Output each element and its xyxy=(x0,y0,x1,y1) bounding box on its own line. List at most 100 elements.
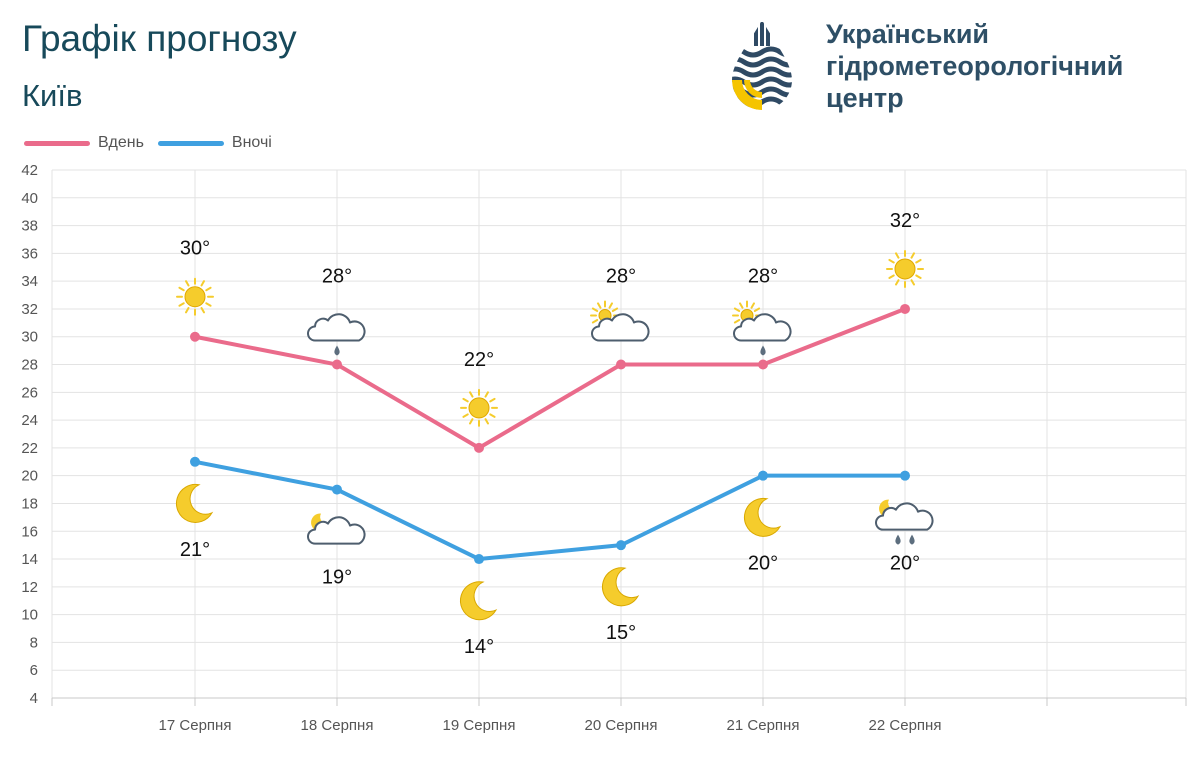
moon-icon xyxy=(175,483,214,523)
rain-drop xyxy=(760,345,766,356)
moon-shape xyxy=(601,567,640,607)
sun-ray xyxy=(484,418,489,425)
sun-ray xyxy=(915,258,922,264)
sun-ray xyxy=(484,391,489,398)
y-tick-label: 12 xyxy=(21,579,38,596)
rain-drop xyxy=(334,345,340,356)
cloud-shape xyxy=(307,313,366,342)
data-point-day xyxy=(758,359,768,370)
sun-ray xyxy=(185,280,190,287)
data-label-day: 28° xyxy=(322,266,352,288)
sun-ray xyxy=(205,286,212,292)
legend-item-day[interactable]: Вдень xyxy=(24,134,144,152)
sun-ray xyxy=(895,252,900,259)
sun-icon xyxy=(176,277,214,316)
y-tick-label: 22 xyxy=(21,440,38,457)
legend-label-day: Вдень xyxy=(98,134,144,151)
data-label-day: 28° xyxy=(606,266,636,288)
sun-ray xyxy=(888,274,895,279)
legend-swatch-day xyxy=(24,140,90,146)
legend-label-night: Вночі xyxy=(231,134,272,151)
moon-cloud-icon xyxy=(307,513,366,545)
sun-ray xyxy=(895,279,900,286)
sun-rays xyxy=(176,277,214,316)
cloud-shape xyxy=(591,313,650,342)
cloud-shape xyxy=(307,516,366,545)
sun-ray xyxy=(489,397,496,403)
sun-ray xyxy=(611,307,619,313)
sun-ray xyxy=(469,418,474,425)
sun-ray xyxy=(200,280,205,287)
sun-rays xyxy=(460,388,498,427)
legend-item-night[interactable]: Вночі xyxy=(157,134,272,152)
moon-icon xyxy=(459,581,498,621)
cloud-shape xyxy=(733,313,792,342)
sun-ray xyxy=(591,319,599,324)
sun-ray xyxy=(910,279,915,286)
series-line-day xyxy=(193,306,907,450)
sun-rays xyxy=(886,249,924,288)
data-point-night xyxy=(900,470,910,481)
y-tick-label: 6 xyxy=(30,662,38,679)
sun-cloud-rain-icon xyxy=(732,300,792,356)
sun-ray xyxy=(591,307,599,313)
y-tick-label: 18 xyxy=(21,495,38,512)
data-point-night xyxy=(332,484,342,495)
legend-swatch-night xyxy=(157,140,224,146)
y-tick-label: 32 xyxy=(21,301,38,318)
x-tick-label: 21 Серпня xyxy=(727,717,800,734)
rain-drop xyxy=(895,534,901,545)
data-label-night: 15° xyxy=(606,622,636,644)
moon-shape xyxy=(459,581,498,621)
sun-cloud-icon xyxy=(590,300,650,342)
sun-icon xyxy=(886,249,924,288)
cloud-shape xyxy=(875,502,934,531)
sun-ray xyxy=(462,413,469,418)
x-tick-label: 20 Серпня xyxy=(585,717,658,734)
y-tick-label: 20 xyxy=(21,468,38,485)
logo-line-2: гідрометеорологічний xyxy=(826,51,1124,81)
y-tick-label: 28 xyxy=(21,357,38,374)
sun-ray xyxy=(753,307,761,313)
y-tick-label: 34 xyxy=(21,273,38,290)
y-tick-label: 40 xyxy=(21,190,38,207)
sun-ray xyxy=(185,306,190,314)
data-label-night: 20° xyxy=(890,553,920,575)
y-tick-label: 4 xyxy=(30,690,38,707)
y-tick-label: 10 xyxy=(21,607,38,624)
x-tick-label: 17 Серпня xyxy=(159,717,232,734)
data-point-day xyxy=(190,331,200,342)
sun-ray xyxy=(733,307,741,313)
data-label-day: 30° xyxy=(180,238,210,260)
sun-ray xyxy=(608,302,613,309)
moon-shape xyxy=(175,483,214,523)
sun-ray xyxy=(200,306,205,314)
rain-drop xyxy=(909,534,915,545)
sun-disc xyxy=(894,258,916,280)
sun-ray xyxy=(489,413,496,418)
data-point-day xyxy=(474,442,484,453)
logo-line-1: Український xyxy=(826,19,990,49)
data-point-night xyxy=(190,456,200,467)
logo: Український гідрометеорологічний центр xyxy=(726,18,1186,118)
y-tick-label: 16 xyxy=(21,523,38,540)
sun-ray xyxy=(739,302,744,309)
sun-ray xyxy=(205,302,212,307)
sun-ray xyxy=(178,286,185,292)
data-label-day: 28° xyxy=(748,266,778,288)
data-point-night xyxy=(758,470,768,481)
y-tick-label: 24 xyxy=(21,412,38,429)
sun-ray xyxy=(750,302,755,309)
y-tick-label: 30 xyxy=(21,329,38,346)
y-tick-label: 8 xyxy=(30,634,38,651)
moon-shape xyxy=(743,497,782,537)
sun-ray xyxy=(733,319,741,324)
data-label-night: 14° xyxy=(464,636,494,658)
chart-title: Графік прогнозу xyxy=(22,18,297,59)
sun-ray xyxy=(597,302,602,309)
y-tick-label: 38 xyxy=(21,218,38,235)
data-point-night xyxy=(616,540,626,551)
data-point-night xyxy=(474,554,484,565)
data-point-day xyxy=(900,303,910,314)
